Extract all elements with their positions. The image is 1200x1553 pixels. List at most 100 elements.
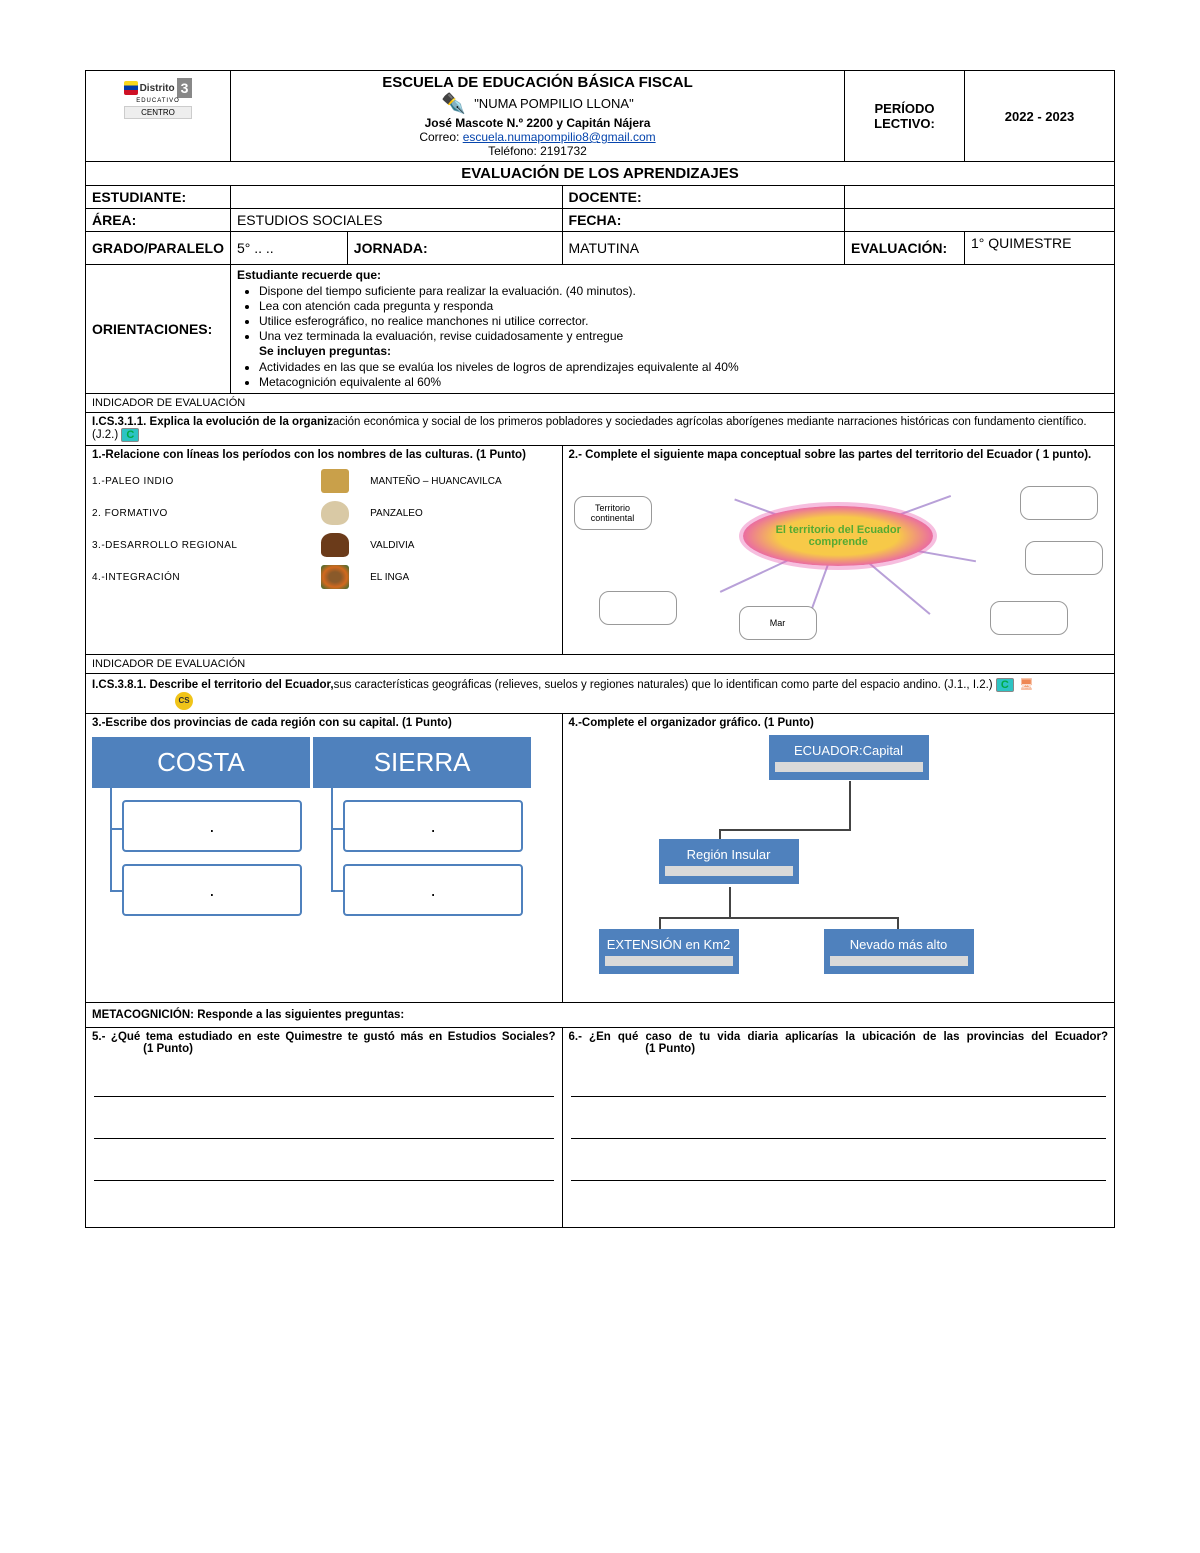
orient-item: Una vez terminada la evaluación, revise … bbox=[259, 329, 1108, 343]
school-address: José Mascote N.º 2200 y Capitán Nájera bbox=[237, 116, 838, 130]
school-title: ESCUELA DE EDUCACIÓN BÁSICA FISCAL bbox=[237, 74, 838, 91]
logo-cell: Distrito 3 EDUCATIVO CENTRO bbox=[86, 71, 231, 162]
period-value-cell: 2022 - 2023 bbox=[965, 71, 1115, 162]
concept-bubble[interactable]: Mar bbox=[739, 606, 817, 640]
period-label: PERÍODO LECTIVO: bbox=[874, 101, 935, 131]
estudiante-label: ESTUDIANTE: bbox=[86, 186, 231, 209]
district-sub: EDUCATIVO bbox=[124, 98, 193, 104]
culture-icon bbox=[321, 469, 349, 493]
docente-field[interactable] bbox=[844, 186, 1114, 209]
indicator-1-label: INDICADOR DE EVALUACIÓN bbox=[86, 394, 1115, 413]
jornada-value: MATUTINA bbox=[562, 232, 844, 265]
period-value: 2022 - 2023 bbox=[1005, 109, 1074, 124]
connector-line bbox=[897, 917, 899, 929]
fecha-field[interactable] bbox=[844, 209, 1114, 232]
orient-item: Metacognición equivalente al 60% bbox=[259, 375, 1108, 389]
question-6: 6.- ¿En qué caso de tu vida diaria aplic… bbox=[562, 1028, 1114, 1228]
school-header: ESCUELA DE EDUCACIÓN BÁSICA FISCAL ✒️ "N… bbox=[230, 71, 844, 162]
q5-prompt: 5.- ¿Qué tema estudiado en este Quimestr… bbox=[92, 1031, 556, 1055]
concept-bubble[interactable]: Territorio continental bbox=[574, 496, 652, 530]
question-3: 3.-Escribe dos provincias de cada región… bbox=[86, 714, 563, 1003]
pen-icon: ✒️ bbox=[441, 91, 466, 116]
connector-line bbox=[729, 887, 731, 917]
c-badge-icon: C bbox=[996, 678, 1014, 692]
orientaciones-content: Estudiante recuerde que: Dispone del tie… bbox=[230, 265, 1114, 394]
mail-label: Correo: bbox=[419, 130, 462, 144]
connector-line bbox=[719, 829, 721, 839]
metacognicion-label: METACOGNICIÓN: Responde a las siguientes… bbox=[86, 1003, 1115, 1028]
connector-line bbox=[659, 917, 661, 929]
evaluation-title: EVALUACIÓN DE LOS APRENDIZAJES bbox=[86, 162, 1115, 186]
question-1: 1.-Relacione con líneas los períodos con… bbox=[86, 446, 563, 655]
q2-prompt: 2.- Complete el siguiente mapa conceptua… bbox=[569, 449, 1108, 461]
c-badge-icon: C bbox=[121, 428, 139, 442]
indicator-2-label: INDICADOR DE EVALUACIÓN bbox=[86, 655, 1115, 674]
connector-line bbox=[719, 829, 851, 831]
centro-label: CENTRO bbox=[124, 106, 193, 119]
q6-prompt: 6.- ¿En qué caso de tu vida diaria aplic… bbox=[569, 1031, 1108, 1055]
docente-label: DOCENTE: bbox=[562, 186, 844, 209]
q1-culture: MANTEÑO – HUANCAVILCA bbox=[370, 476, 555, 487]
answer-line[interactable] bbox=[571, 1157, 1106, 1181]
area-value: ESTUDIOS SOCIALES bbox=[230, 209, 562, 232]
q1-culture: VALDIVIA bbox=[370, 540, 555, 551]
org-node-insular[interactable]: Región Insular bbox=[659, 839, 799, 884]
concept-bubble[interactable] bbox=[990, 601, 1068, 635]
org-node-capital[interactable]: ECUADOR:Capital bbox=[769, 735, 929, 780]
question-5: 5.- ¿Qué tema estudiado en este Quimestr… bbox=[86, 1028, 563, 1228]
connector-line bbox=[849, 781, 851, 831]
concept-bubble[interactable] bbox=[1020, 486, 1098, 520]
district-label: Distrito bbox=[140, 83, 175, 94]
q4-prompt: 4.-Complete el organizador gráfico. (1 P… bbox=[569, 717, 1108, 729]
recuerde-heading: Estudiante recuerde que: bbox=[237, 268, 1108, 282]
q1-culture: EL INGA bbox=[370, 572, 555, 583]
answer-line[interactable] bbox=[94, 1115, 554, 1139]
cs-badge-icon: CS bbox=[175, 692, 193, 710]
orientaciones-label: ORIENTACIONES: bbox=[86, 265, 231, 394]
answer-line[interactable] bbox=[571, 1115, 1106, 1139]
estudiante-field[interactable] bbox=[230, 186, 562, 209]
org-node-extension[interactable]: EXTENSIÓN en Km2 bbox=[599, 929, 739, 974]
province-box[interactable]: . bbox=[343, 864, 523, 916]
period-label-cell: PERÍODO LECTIVO: bbox=[845, 71, 965, 162]
province-box[interactable]: . bbox=[343, 800, 523, 852]
evaluacion-value: 1° QUIMESTRE bbox=[965, 232, 1115, 265]
ics-bold: I.CS.3.8.1. Describe el territorio del E… bbox=[92, 679, 334, 691]
q1-period: 1.-PALEO INDIO bbox=[92, 476, 301, 487]
school-phone: Teléfono: 2191732 bbox=[237, 144, 838, 158]
q1-prompt: 1.-Relacione con líneas los períodos con… bbox=[92, 449, 556, 461]
connector-line bbox=[659, 917, 899, 919]
answer-line[interactable] bbox=[94, 1157, 554, 1181]
flag-icon bbox=[124, 81, 138, 95]
fecha-label: FECHA: bbox=[562, 209, 844, 232]
monitor-icon: 🖥 bbox=[1019, 679, 1034, 691]
mail-link[interactable]: escuela.numapompilio8@gmail.com bbox=[463, 130, 656, 144]
grado-value: 5° .. .. bbox=[230, 232, 347, 265]
grado-label: GRADO/PARALELO bbox=[86, 232, 231, 265]
culture-icon bbox=[321, 533, 349, 557]
question-2: 2.- Complete el siguiente mapa conceptua… bbox=[562, 446, 1114, 655]
district-number: 3 bbox=[177, 78, 193, 98]
q1-culture: PANZALEO bbox=[370, 508, 555, 519]
ics-rest: sus características geográficas (relieve… bbox=[334, 679, 993, 691]
q1-period: 3.-DESARROLLO REGIONAL bbox=[92, 540, 301, 551]
province-box[interactable]: . bbox=[122, 800, 302, 852]
org-node-nevado[interactable]: Nevado más alto bbox=[824, 929, 974, 974]
evaluation-form: Distrito 3 EDUCATIVO CENTRO ESCUELA DE E… bbox=[85, 70, 1115, 1228]
orient-item: Actividades en las que se evalúa los niv… bbox=[259, 360, 1108, 374]
concept-bubble[interactable] bbox=[1025, 541, 1103, 575]
province-box[interactable]: . bbox=[122, 864, 302, 916]
concept-bubble[interactable] bbox=[599, 591, 677, 625]
concept-map-center: El territorio del Ecuador comprende bbox=[743, 506, 933, 566]
area-label: ÁREA: bbox=[86, 209, 231, 232]
q1-period: 4.-INTEGRACIÓN bbox=[92, 572, 301, 583]
answer-line[interactable] bbox=[94, 1073, 554, 1097]
answer-line[interactable] bbox=[571, 1073, 1106, 1097]
region-header-costa: COSTA bbox=[92, 737, 310, 788]
indicator-2-text: I.CS.3.8.1. Describe el territorio del E… bbox=[86, 674, 1115, 714]
jornada-label: JORNADA: bbox=[347, 232, 562, 265]
q3-prompt: 3.-Escribe dos provincias de cada región… bbox=[92, 717, 556, 729]
culture-icon bbox=[321, 501, 349, 525]
ics-bold: I.CS.3.1.1. Explica la evolución de la o… bbox=[92, 416, 333, 428]
school-name: "NUMA POMPILIO LLONA" bbox=[474, 96, 634, 111]
